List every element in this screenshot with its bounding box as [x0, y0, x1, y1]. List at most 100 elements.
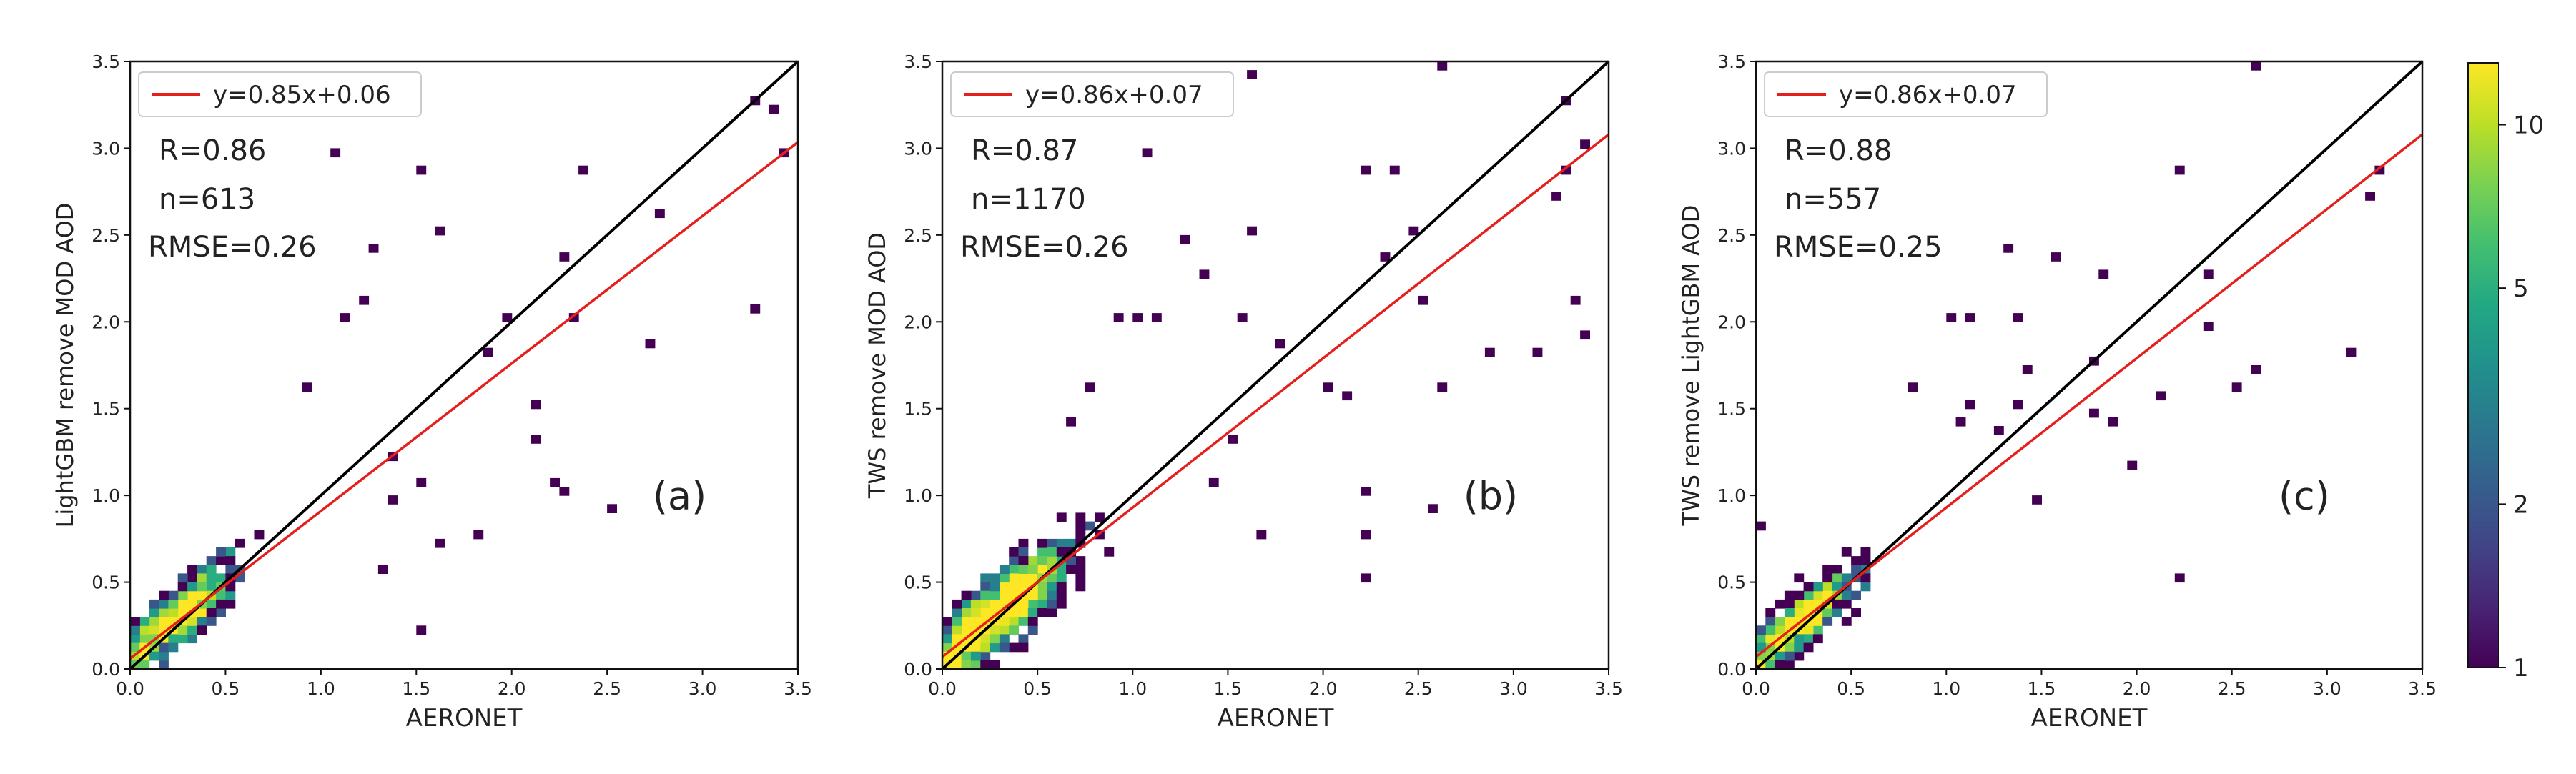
histogram-bin — [130, 634, 140, 644]
histogram-bin — [1018, 599, 1029, 609]
histogram-bin — [1784, 590, 1795, 600]
histogram-bin — [1037, 599, 1047, 609]
histogram-bin — [1794, 651, 1805, 661]
histogram-bin — [197, 582, 207, 592]
histogram-bin — [206, 565, 217, 574]
histogram-bin — [952, 642, 962, 653]
histogram-bin — [961, 599, 972, 609]
histogram-bin — [1946, 313, 1957, 322]
histogram-bin — [1551, 192, 1561, 201]
histogram-bin — [1018, 582, 1029, 592]
stat-r: R=0.86 — [159, 134, 266, 167]
histogram-bin — [1066, 417, 1076, 427]
histogram-bin — [149, 608, 159, 617]
histogram-bin — [1075, 512, 1086, 522]
y-tick-label: 3.0 — [92, 138, 120, 159]
histogram-bin — [149, 625, 159, 635]
y-tick-label: 0.0 — [1717, 659, 1746, 680]
histogram-bin — [1775, 660, 1785, 670]
histogram-bin — [1794, 573, 1805, 583]
histogram-bin — [416, 477, 427, 487]
histogram-bin — [1027, 565, 1038, 574]
histogram-bin — [206, 556, 217, 565]
histogram-bin — [1075, 582, 1086, 592]
stat-rmse: RMSE=0.25 — [1774, 231, 1943, 264]
histogram-bin — [1009, 608, 1020, 617]
histogram-bin — [159, 660, 169, 670]
histogram-bin — [1228, 435, 1238, 444]
y-tick-label: 0.5 — [92, 572, 120, 593]
histogram-bin — [1812, 582, 1823, 592]
histogram-bin — [225, 556, 236, 565]
histogram-bin — [1047, 547, 1057, 557]
histogram-bin — [2098, 269, 2109, 279]
histogram-bin — [1860, 573, 1871, 583]
histogram-bin — [177, 582, 188, 592]
histogram-bin — [999, 617, 1010, 626]
histogram-bin — [1841, 590, 1852, 600]
histogram-bin — [1056, 512, 1067, 522]
histogram-bin — [1532, 347, 1543, 357]
y-axis-label: TWS remove LightGBM AOD — [1677, 205, 1704, 527]
legend-label: y=0.86x+0.07 — [1025, 81, 1203, 109]
histogram-bin — [1408, 226, 1419, 236]
histogram-bin — [1561, 165, 1571, 175]
histogram-bin — [980, 651, 991, 661]
histogram-bin — [1841, 599, 1852, 609]
histogram-bin — [1180, 234, 1190, 244]
histogram-bin — [1965, 313, 1975, 322]
histogram-bin — [1256, 530, 1267, 540]
histogram-bin — [1784, 642, 1795, 653]
histogram-bin — [1018, 634, 1029, 644]
histogram-bin — [1756, 521, 1766, 531]
fit-line — [129, 141, 799, 660]
histogram-bin — [1085, 521, 1095, 531]
histogram-bin — [1056, 538, 1067, 548]
histogram-bin — [970, 660, 981, 670]
y-tick-label: 1.5 — [1717, 399, 1746, 420]
histogram-bin — [1027, 573, 1038, 583]
histogram-bin — [999, 573, 1010, 583]
histogram-bin — [1009, 617, 1020, 626]
histogram-bin — [980, 608, 991, 617]
stat-n: n=557 — [1785, 183, 1881, 216]
histogram-bin — [1047, 538, 1057, 548]
histogram-bin — [1794, 642, 1805, 653]
histogram-bin — [177, 625, 188, 635]
histogram-bin — [980, 573, 991, 583]
legend-label: y=0.85x+0.06 — [213, 81, 391, 109]
y-tick-label: 3.0 — [904, 138, 932, 159]
y-tick-label: 2.5 — [904, 225, 932, 246]
histogram-bin — [531, 435, 541, 444]
histogram-bin — [1765, 642, 1776, 653]
histogram-bins — [942, 61, 1590, 670]
histogram-bin — [187, 599, 197, 609]
histogram-bin — [1037, 582, 1047, 592]
histogram-bin — [952, 617, 962, 626]
histogram-bin — [187, 617, 197, 626]
histogram-bin — [970, 599, 981, 609]
y-tick-label: 3.0 — [1717, 138, 1746, 159]
x-tick-label: 2.5 — [593, 678, 621, 699]
histogram-bin — [502, 313, 513, 322]
histogram-bin — [2051, 252, 2061, 262]
histogram-bin — [1047, 556, 1057, 565]
histogram-bin — [1095, 512, 1105, 522]
y-tick-label: 1.5 — [92, 399, 120, 420]
histogram-bin — [1580, 330, 1590, 340]
histogram-bin — [990, 634, 1000, 644]
legend-label: y=0.86x+0.07 — [1839, 81, 2017, 109]
histogram-bin — [1794, 634, 1805, 644]
histogram-bin — [2174, 165, 2185, 175]
histogram-bin — [999, 590, 1010, 600]
histogram-bin — [1993, 426, 2004, 435]
x-tick-label: 1.0 — [1118, 678, 1147, 699]
histogram-bin — [187, 590, 197, 600]
histogram-bin — [187, 634, 197, 644]
histogram-bin — [1580, 139, 1590, 149]
histogram-bin — [435, 538, 445, 548]
histogram-bin — [1085, 382, 1095, 392]
histogram-bin — [1832, 582, 1842, 592]
one-to-one-line — [129, 60, 799, 670]
y-tick-label: 1.5 — [904, 399, 932, 420]
